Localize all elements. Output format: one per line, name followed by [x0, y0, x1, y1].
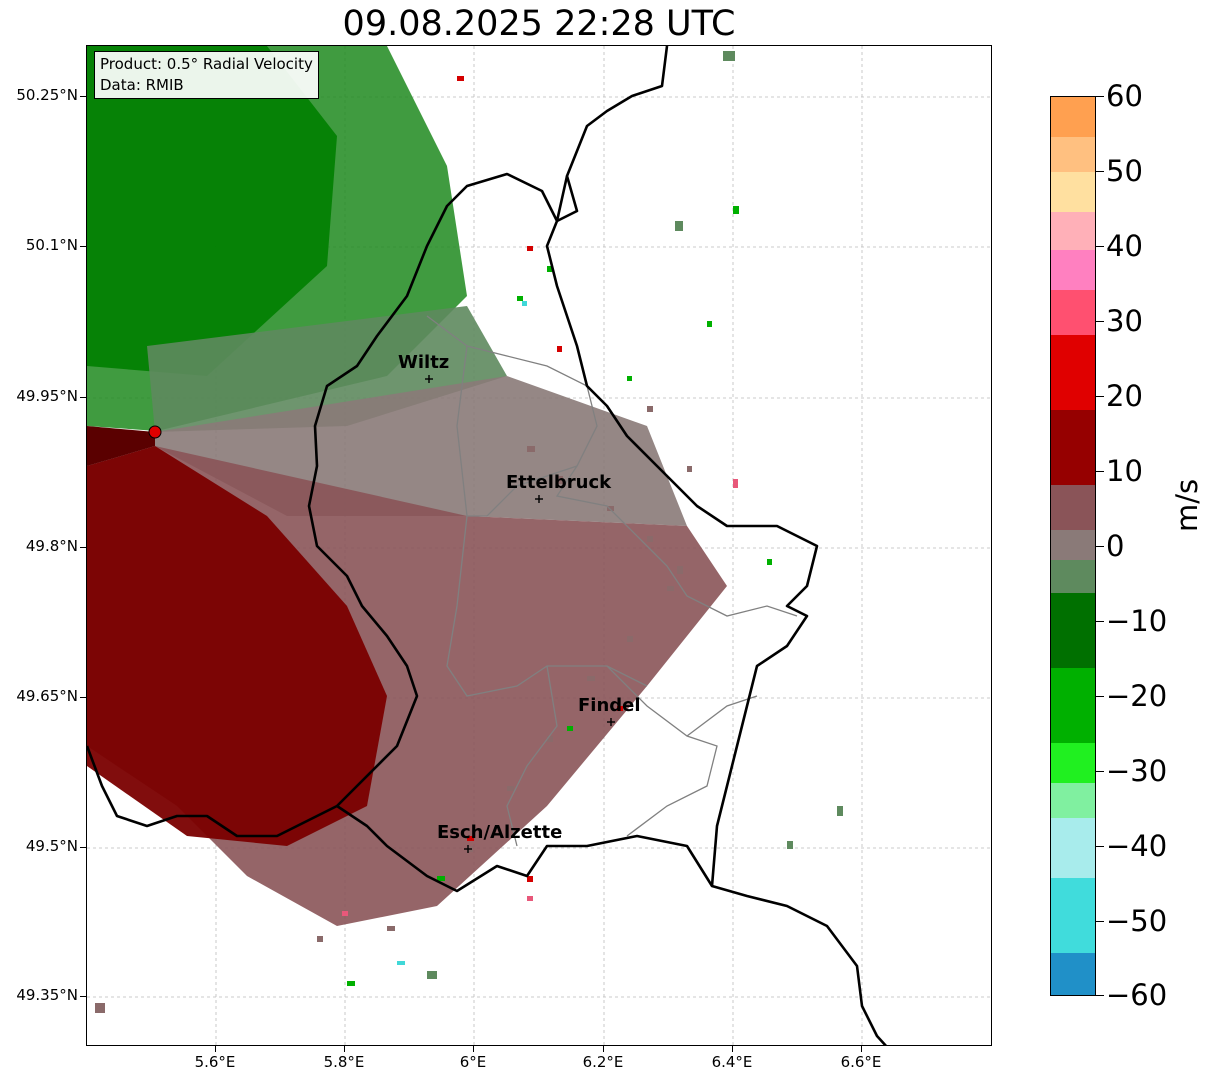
- colorbar-tick-label: −50: [1106, 904, 1168, 938]
- colorbar-tick-label: −30: [1106, 754, 1168, 788]
- border-south-east: [711, 884, 887, 1045]
- map-title: 09.08.2025 22:28 UTC: [342, 4, 736, 44]
- lon-tick-label: 6°E: [459, 1053, 487, 1071]
- lon-tick-label: 6.4°E: [711, 1053, 753, 1071]
- radar-map-canvas: [87, 46, 991, 1045]
- lat-tick-label: 49.35°N: [16, 986, 78, 1004]
- data-source-label: Data: RMIB: [100, 76, 184, 94]
- city-markers: [425, 375, 615, 853]
- colorbar-tick-label: 40: [1106, 229, 1143, 263]
- product-label: Product: 0.5° Radial Velocity: [100, 55, 313, 73]
- city-label-findel: Findel: [578, 695, 641, 716]
- lon-tick-label: 6.6°E: [840, 1053, 882, 1071]
- colorbar-tick-label: 60: [1106, 79, 1143, 113]
- admin-borders: [426, 315, 798, 847]
- country-border: [87, 46, 669, 838]
- lat-tick-label: 49.5°N: [25, 837, 78, 855]
- colorbar-tick-label: −40: [1106, 829, 1168, 863]
- lat-tick-label: 49.95°N: [16, 387, 78, 405]
- colorbar-tick-label: 50: [1106, 154, 1143, 188]
- city-label-wiltz: Wiltz: [398, 352, 450, 373]
- radar-site-marker[interactable]: [148, 425, 162, 439]
- colorbar-tick-label: −60: [1106, 978, 1168, 1012]
- colorbar-tick-label: 0: [1106, 529, 1125, 563]
- colorbar: [1050, 96, 1096, 996]
- lat-tick-label: 49.8°N: [25, 537, 78, 555]
- city-label-esch-alzette: Esch/Alzette: [437, 822, 563, 843]
- colorbar-tick-label: 20: [1106, 379, 1143, 413]
- lon-tick-label: 5.6°E: [194, 1053, 236, 1071]
- lat-tick-label: 50.25°N: [16, 86, 78, 104]
- radar-echoes: [87, 46, 843, 1013]
- lon-tick-label: 5.8°E: [323, 1053, 365, 1071]
- country-border-east: [336, 175, 819, 893]
- lat-tick-label: 49.65°N: [16, 687, 78, 705]
- city-label-ettelbruck: Ettelbruck: [506, 472, 612, 493]
- colorbar-tick-label: 10: [1106, 454, 1143, 488]
- colorbar-tick-label: 30: [1106, 304, 1143, 338]
- radar-map[interactable]: [86, 45, 992, 1046]
- colorbar-tick-label: −10: [1106, 604, 1168, 638]
- product-info-box: Product: 0.5° Radial Velocity Data: RMIB: [94, 51, 319, 99]
- colorbar-tick-label: −20: [1106, 679, 1168, 713]
- lat-tick-label: 50.1°N: [25, 236, 78, 254]
- lon-tick-label: 6.2°E: [582, 1053, 624, 1071]
- colorbar-unit-label: m/s: [1170, 478, 1204, 532]
